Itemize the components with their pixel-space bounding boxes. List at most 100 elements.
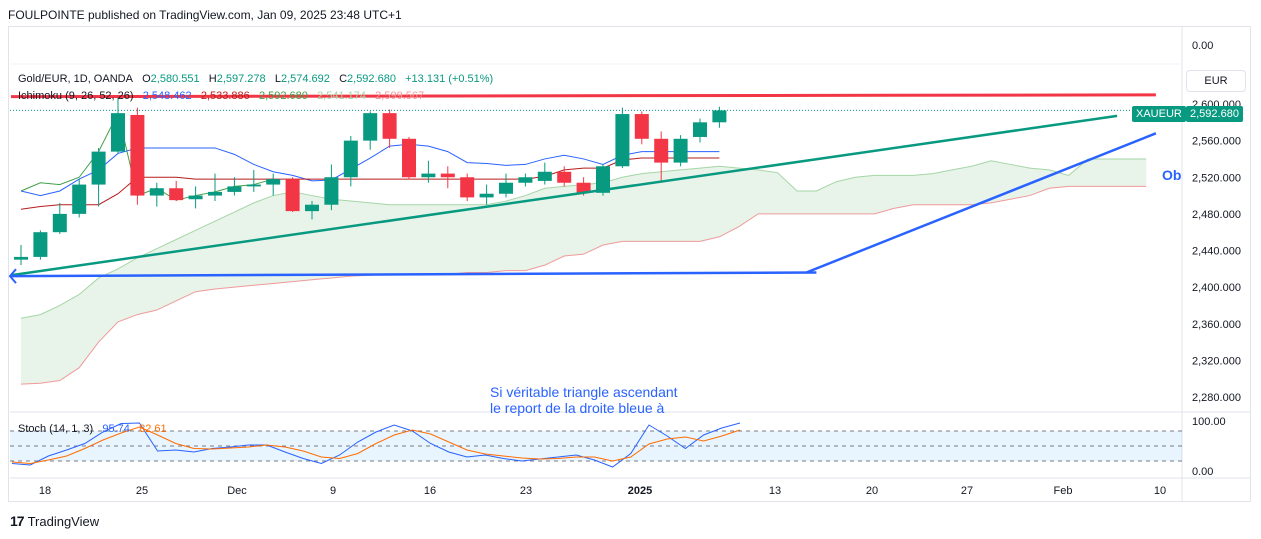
blue-line-arrow-icon [8,268,17,284]
candle-body [421,173,436,178]
candle-body [634,114,649,139]
ichimoku-label: Ichimoku (9, 26, 52, 26) [18,90,134,102]
stoch-label: Stoch (14, 1, 3) [18,423,94,435]
price-axis-tick-label: 2,560.000 [1192,136,1241,148]
trendline-red-resistance [10,93,1156,99]
trendline-green-support [10,114,1118,277]
price-axis-tick-label: 2,320.000 [1192,355,1241,367]
time-axis-tick-label: 16 [424,485,436,497]
candle-body [576,182,591,193]
ichimoku-span-b-value: 2,599.567 [375,90,425,102]
ichimoku-span-a-value: 2,541.174 [317,90,366,102]
candle-body [712,110,727,123]
candle-body [343,140,358,178]
price-axis-tick-label: 0.00 [1192,40,1213,52]
candle-body [402,138,416,178]
time-axis-tick-label: 13 [769,485,781,497]
chart-frame [8,26,1251,502]
candle-body [72,184,87,214]
time-axis-tick-label: 25 [136,485,148,497]
candle-body [91,151,106,185]
candle-body [479,193,494,198]
candle-body [52,213,67,233]
candle-body [363,113,378,141]
candle-body [149,188,164,196]
candle-body [518,177,533,183]
candle-body [693,122,707,137]
candle-body [615,114,630,167]
ichimoku-chikou-value: 2,592.680 [258,90,308,102]
candle-body [324,177,339,205]
time-axis-tick-label: 9 [330,485,336,497]
low-value: 2,574.692 [280,73,330,85]
ichimoku-span-b-line [20,185,1147,385]
candle-body [169,188,184,201]
time-axis-tick-label: 18 [39,485,51,497]
stoch-axis-tick-label: 0.00 [1192,466,1213,478]
candle-body [382,113,397,139]
time-axis-tick-label: Feb [1054,485,1073,497]
candle-body [111,113,125,152]
time-axis-tick-label: 10 [1154,485,1166,497]
candle-body [654,138,669,163]
price-axis-tick-label: 2,520.000 [1192,172,1241,184]
time-axis-tick-label: 23 [520,485,532,497]
annotation-line-2: le report de la droite bleue à [490,400,665,416]
candle-body [130,114,145,196]
publisher-line: FOULPOINTE published on TradingView.com,… [8,8,402,22]
currency-button[interactable]: EUR [1186,70,1246,92]
price-axis-tick-label: 2,280.000 [1192,392,1241,404]
trendline-blue-rising [805,132,1157,274]
close-value: 2,592.680 [347,73,396,85]
stoch-k-value: 95.74 [102,423,130,435]
candle-body [673,138,688,163]
candle-body [188,195,203,200]
ichimoku-cloud [21,158,1147,385]
price-axis-tick-label: 2,400.000 [1192,282,1241,294]
symbol-price-tag: XAUEUR [1132,106,1186,122]
candle-body [33,232,48,257]
symbol-label: Gold/EUR, 1D, OANDA [18,73,133,85]
tradingview-logo-icon: 17 [10,513,25,529]
candle-body [227,186,242,192]
candle-body [285,179,300,212]
price-axis-tick-label: 2,360.000 [1192,319,1241,331]
stoch-d-line [11,426,741,465]
price-axis-tick-label: 2,440.000 [1192,246,1241,258]
candle-body [460,177,475,198]
candle-body [266,179,281,185]
time-axis-tick-label: 27 [961,485,973,497]
ob-label: Ob [1162,167,1182,183]
candle-body [440,173,455,178]
ichimoku-legend: Ichimoku (9, 26, 52, 26) 2,548.462 2,533… [18,90,424,102]
time-axis-tick-label: 20 [866,485,878,497]
ichimoku-kijun-value: 2,533.886 [200,90,250,102]
change-value: +13.131 (+0.51%) [405,73,494,85]
candle-body [208,191,222,196]
candle-body [557,171,572,183]
ohlc-legend: Gold/EUR, 1D, OANDA O2,580.551 H2,597.27… [18,73,494,85]
stoch-d-value: 82.61 [139,423,167,435]
stoch-legend: Stoch (14, 1, 3) 95.74 82.61 [18,423,167,435]
footer-brand: 17 TradingView [10,513,99,529]
high-value: 2,597.278 [216,73,266,85]
candle-body [596,166,610,193]
open-value: 2,580.551 [150,73,200,85]
candle-body [305,204,319,212]
tradingview-brand: TradingView [27,513,100,529]
candle-body [499,182,513,194]
candle-body [14,256,28,260]
time-axis-tick-label: Dec [227,485,247,497]
price-axis-tick-label: 2,480.000 [1192,209,1241,221]
candle-body [246,184,261,187]
candle-body [537,171,552,181]
time-axis-tick-label: 2025 [628,485,652,497]
last-price-tag: 2,592.680 [1186,106,1243,122]
annotation-line-1: Si véritable triangle ascendant [490,384,678,400]
stoch-k-line [11,422,741,468]
ichimoku-tenkan-value: 2,548.462 [142,90,192,102]
chart-annotation: Si véritable triangle ascendant le repor… [490,384,678,416]
trendline-blue-horizontal [10,271,817,278]
stoch-axis-tick-label: 100.00 [1192,416,1226,428]
